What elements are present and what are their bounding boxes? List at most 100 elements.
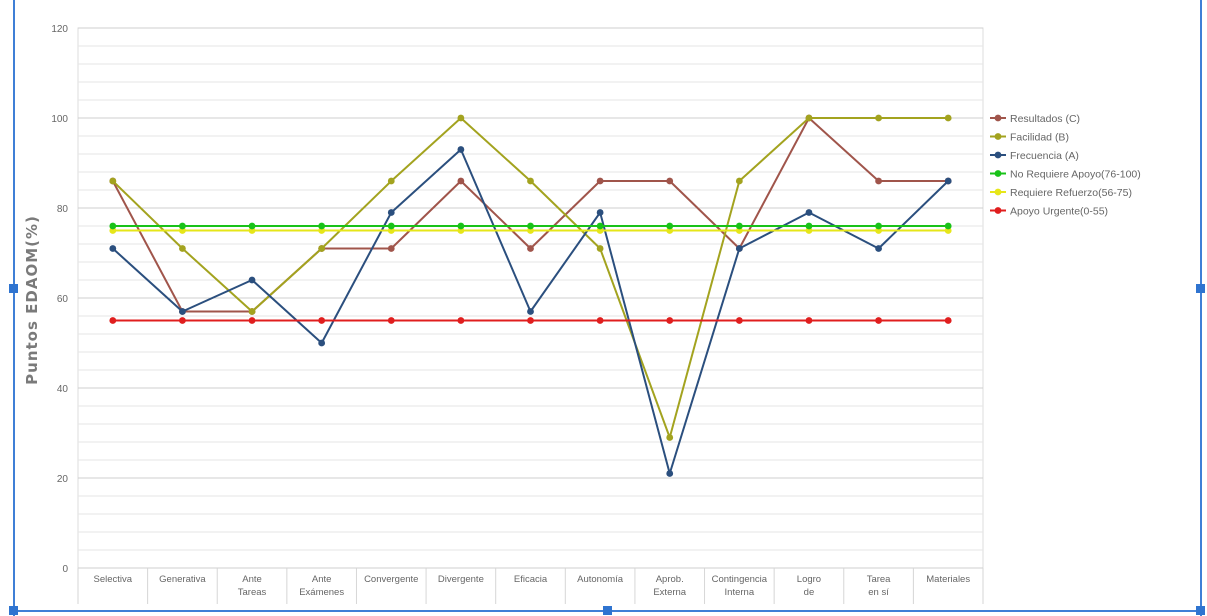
- data-point: [457, 222, 465, 230]
- data-point: [944, 177, 952, 185]
- data-point: [735, 177, 743, 185]
- x-category-label: Divergente: [438, 574, 484, 585]
- data-point: [109, 177, 117, 185]
- data-point: [109, 222, 117, 230]
- data-point: [805, 209, 813, 216]
- data-point: [666, 317, 674, 324]
- data-point: [387, 245, 395, 252]
- data-point: [875, 245, 882, 252]
- x-category-label: en sí: [868, 587, 889, 598]
- data-point: [875, 177, 882, 185]
- data-point: [318, 245, 326, 252]
- data-point: [248, 276, 256, 284]
- data-point: [318, 339, 326, 347]
- data-point: [805, 222, 813, 230]
- x-category-label: Externa: [653, 587, 686, 598]
- data-point: [944, 114, 952, 122]
- legend-swatch-marker: [994, 170, 1002, 177]
- y-tick-label: 80: [57, 204, 69, 215]
- x-category-label: Eficacia: [514, 574, 548, 585]
- data-point: [596, 317, 604, 324]
- data-point: [457, 177, 465, 185]
- data-point: [596, 177, 604, 185]
- data-point: [179, 222, 186, 230]
- x-category-label: Autonomía: [577, 574, 624, 585]
- data-point: [179, 317, 186, 324]
- data-point: [875, 222, 882, 230]
- grid-lines: [77, 27, 984, 604]
- x-category-label: Ante: [312, 574, 332, 585]
- y-axis-ticks: 0 20 40 60 80 100 120: [51, 24, 68, 575]
- data-point: [387, 317, 395, 324]
- x-category-label: Interna: [725, 587, 755, 598]
- legend-label: Facilidad (B): [1010, 132, 1069, 144]
- y-tick-label: 40: [57, 384, 69, 395]
- data-point: [735, 222, 743, 230]
- legend-swatch-marker: [994, 114, 1002, 122]
- data-point: [387, 222, 395, 230]
- resize-handle-bottom-right[interactable]: [1196, 606, 1205, 615]
- x-category-label: Materiales: [926, 574, 970, 585]
- data-point: [387, 209, 395, 216]
- series-apoyo: [109, 317, 952, 324]
- x-category-label: Selectiva: [94, 574, 133, 585]
- y-axis-label: Puntos EDAOM(%): [23, 215, 41, 385]
- data-point: [596, 222, 604, 230]
- resize-handle-bottom-left[interactable]: [9, 606, 18, 615]
- selection-frame-right[interactable]: [1200, 0, 1202, 616]
- data-point: [248, 308, 256, 315]
- resize-handle-bottom[interactable]: [603, 606, 612, 615]
- legend-label: Resultados (C): [1010, 113, 1080, 125]
- data-point: [666, 470, 674, 477]
- legend-label: No Requiere Apoyo(76-100): [1010, 169, 1141, 181]
- x-category-label: Exámenes: [299, 587, 344, 598]
- resize-handle-left[interactable]: [9, 284, 18, 293]
- legend-label: Apoyo Urgente(0-55): [1010, 206, 1108, 218]
- legend-swatch-marker: [994, 207, 1002, 214]
- data-point: [109, 245, 117, 252]
- x-category-label: Generativa: [159, 574, 206, 585]
- x-category-label: de: [804, 587, 815, 598]
- data-point: [387, 177, 395, 185]
- data-point: [735, 245, 743, 252]
- data-point: [179, 308, 186, 315]
- data-point: [875, 114, 882, 122]
- data-point: [527, 177, 534, 185]
- legend-swatch-marker: [994, 151, 1002, 159]
- data-point: [735, 317, 743, 324]
- legend-label: Frecuencia (A): [1010, 150, 1079, 162]
- data-point: [944, 317, 952, 324]
- x-axis-categories: Selectiva Generativa Ante Tareas Ante Exámene…: [94, 574, 971, 598]
- resize-handle-right[interactable]: [1196, 284, 1205, 293]
- data-point: [318, 222, 326, 230]
- legend: Resultados (C) Facilidad (B) Frecuencia (A…: [990, 113, 1141, 218]
- y-tick-label: 120: [51, 24, 68, 35]
- data-point: [666, 222, 674, 230]
- legend-label: Requiere Refuerzo(56-75): [1010, 187, 1132, 199]
- y-tick-label: 20: [57, 474, 69, 485]
- x-category-label: Ante: [242, 574, 262, 585]
- data-point: [527, 222, 534, 230]
- data-point: [457, 146, 465, 153]
- series-layer: [109, 114, 952, 477]
- data-point: [805, 114, 813, 122]
- data-point: [527, 245, 534, 252]
- x-category-label: Tareas: [238, 587, 267, 598]
- data-point: [248, 222, 256, 230]
- series-frecuencia: [109, 146, 952, 477]
- legend-swatch-marker: [994, 133, 1002, 140]
- y-tick-label: 60: [57, 294, 69, 305]
- series-no: [109, 222, 952, 230]
- data-point: [318, 317, 326, 324]
- data-point: [109, 317, 117, 324]
- data-point: [457, 317, 465, 324]
- x-category-label: Tarea: [867, 574, 891, 585]
- selection-frame-left[interactable]: [13, 0, 15, 616]
- data-point: [666, 177, 674, 185]
- y-tick-label: 0: [62, 564, 68, 575]
- x-category-label: Aprob.: [656, 574, 684, 585]
- data-point: [527, 308, 534, 315]
- data-point: [944, 222, 952, 230]
- x-category-label: Logro: [797, 574, 821, 585]
